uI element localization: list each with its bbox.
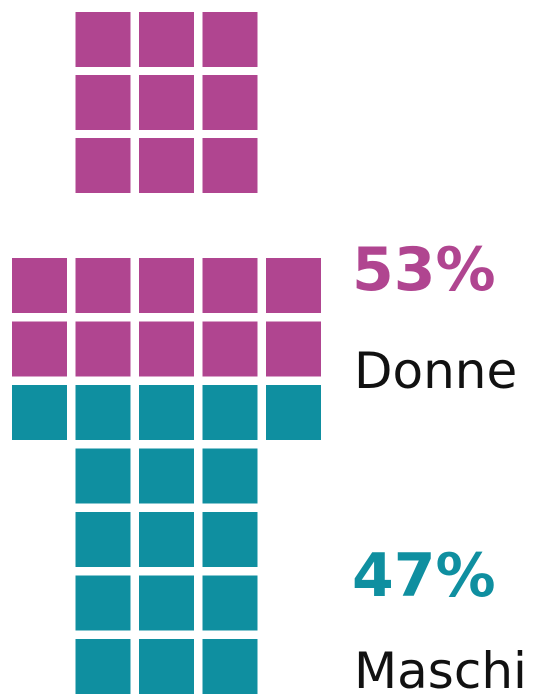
- waffle-cell: [75, 321, 131, 377]
- waffle-cell: [202, 639, 258, 694]
- waffle-cell: [139, 385, 194, 440]
- waffle-cell: [202, 258, 258, 313]
- waffle-cell: [12, 258, 67, 313]
- waffle-cell: [75, 258, 131, 313]
- waffle-cell: [139, 575, 194, 631]
- waffle-cell: [75, 639, 131, 694]
- waffle-cell: [202, 138, 258, 193]
- waffle-cell: [202, 448, 258, 504]
- waffle-cell: [139, 75, 194, 130]
- waffle-cell: [139, 258, 194, 313]
- legend-label: Maschi: [354, 642, 527, 696]
- waffle-cell: [75, 385, 131, 440]
- waffle-cell: [202, 12, 258, 67]
- waffle-cell: [202, 75, 258, 130]
- waffle-cell: [75, 75, 131, 130]
- waffle-cell: [139, 512, 194, 567]
- waffle-cell: [202, 575, 258, 631]
- waffle-cell: [139, 138, 194, 193]
- waffle-cell: [202, 321, 258, 377]
- waffle-cell: [75, 12, 131, 67]
- value-label: 53%: [352, 235, 496, 305]
- waffle-cell: [202, 385, 258, 440]
- waffle-cell: [75, 512, 131, 567]
- waffle-cell: [139, 12, 194, 67]
- waffle-cell: [139, 639, 194, 694]
- waffle-cell: [139, 321, 194, 377]
- legend-label: Donne: [354, 342, 517, 400]
- waffle-cell: [75, 575, 131, 631]
- waffle-cell: [12, 385, 67, 440]
- waffle-cell: [12, 321, 67, 377]
- waffle-cell: [139, 448, 194, 504]
- value-label: 47%: [352, 541, 496, 611]
- waffle-cell: [266, 258, 321, 313]
- waffle-cell: [202, 512, 258, 567]
- waffle-cell: [266, 321, 321, 377]
- waffle-cell: [266, 385, 321, 440]
- waffle-cell: [75, 448, 131, 504]
- waffle-cell: [75, 138, 131, 193]
